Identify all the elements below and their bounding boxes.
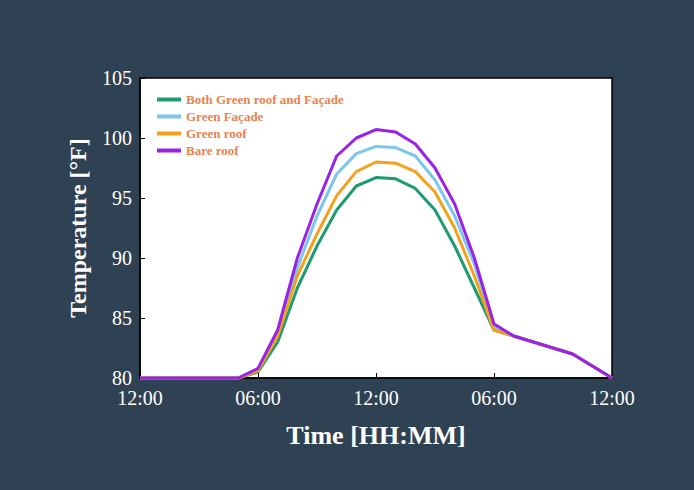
svg-text:Green Façade: Green Façade [186, 109, 264, 124]
svg-text:Time [HH:MM]: Time [HH:MM] [286, 421, 465, 450]
svg-text:06:00: 06:00 [235, 387, 281, 409]
svg-text:Both Green roof and Façade: Both Green roof and Façade [186, 92, 344, 107]
svg-text:12:00: 12:00 [353, 387, 399, 409]
svg-text:105: 105 [102, 67, 132, 89]
svg-text:Green roof: Green roof [186, 126, 247, 141]
svg-text:95: 95 [112, 187, 132, 209]
svg-text:100: 100 [102, 127, 132, 149]
svg-text:Temperature [°F]: Temperature [°F] [65, 138, 91, 318]
svg-text:80: 80 [112, 367, 132, 389]
svg-text:85: 85 [112, 307, 132, 329]
svg-text:06:00: 06:00 [471, 387, 517, 409]
svg-text:90: 90 [112, 247, 132, 269]
svg-text:12:00: 12:00 [589, 387, 635, 409]
svg-text:Bare roof: Bare roof [186, 143, 239, 158]
svg-text:12:00: 12:00 [117, 387, 163, 409]
